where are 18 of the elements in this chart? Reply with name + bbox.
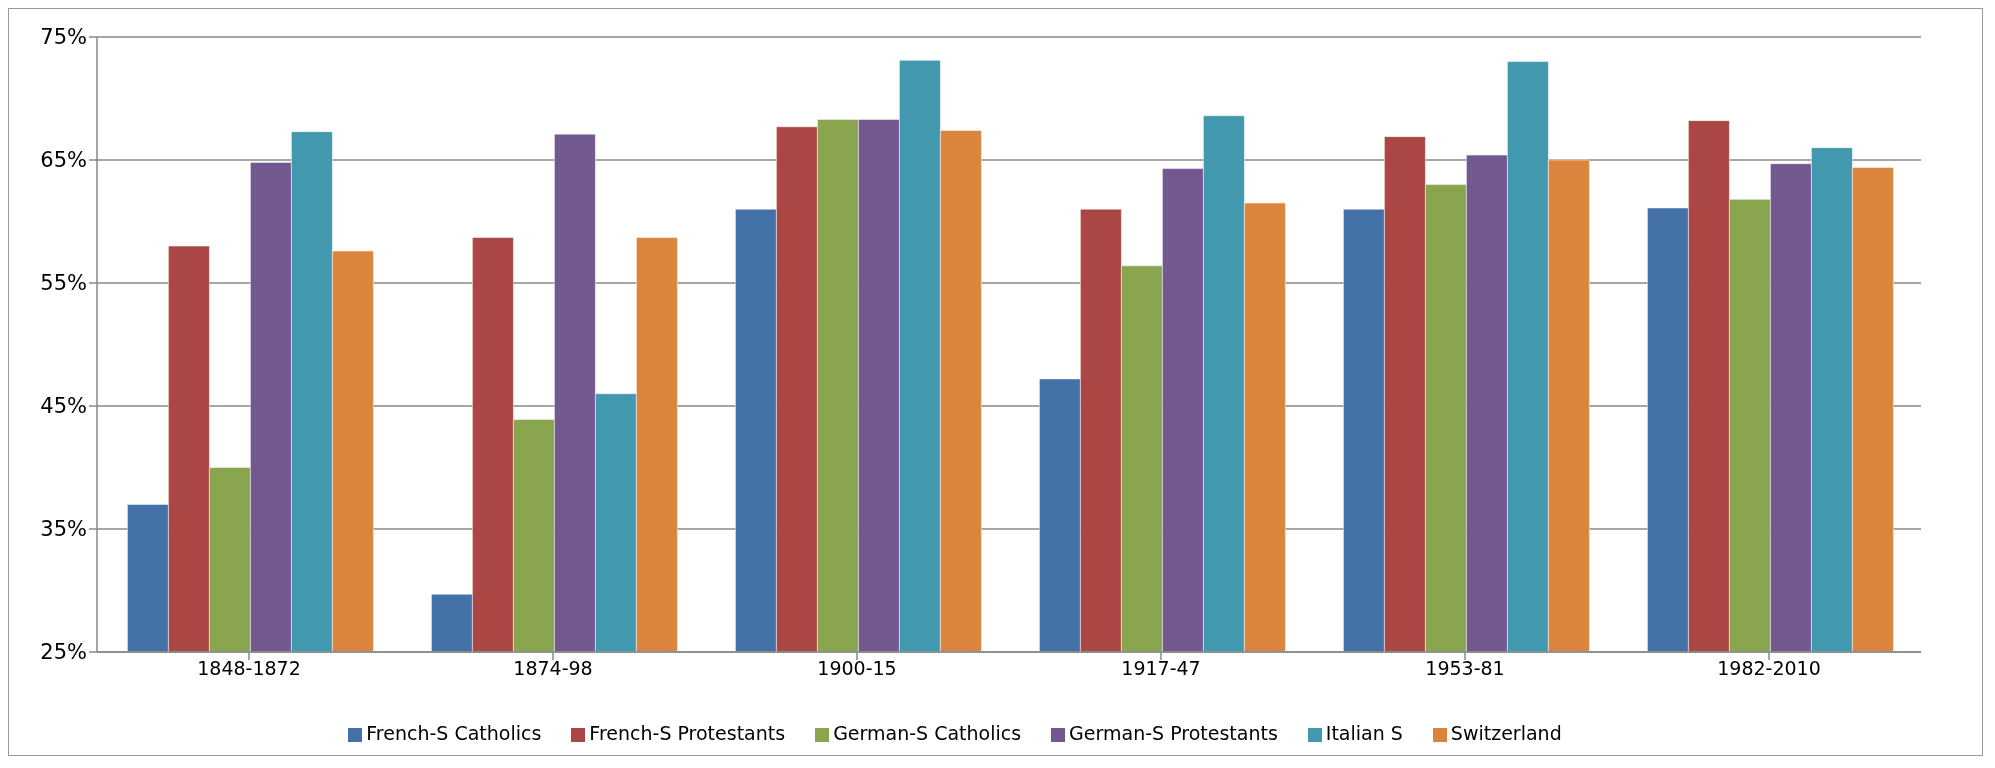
legend-label: German-S Catholics: [833, 722, 1022, 744]
legend-label: German-S Protestants: [1069, 722, 1278, 744]
y-tick-label: 75%: [40, 25, 87, 50]
legend-label: French-S Protestants: [589, 722, 786, 744]
x-tick-label: 1917-47: [1121, 657, 1201, 680]
x-tick-label: 1982-2010: [1717, 657, 1821, 680]
legend-label: Italian S: [1325, 722, 1403, 744]
y-tick-label: 25%: [40, 640, 87, 665]
legend-label: Switzerland: [1450, 722, 1562, 744]
x-tick-label: 1953-81: [1425, 657, 1505, 680]
y-tick-label: 45%: [40, 394, 87, 419]
y-tick-label: 35%: [40, 517, 87, 542]
y-tick-label: 65%: [40, 148, 87, 173]
legend-label: French-S Catholics: [366, 722, 542, 744]
x-tick-label: 1874-98: [513, 657, 593, 680]
x-tick-label: 1900-15: [817, 657, 897, 680]
x-tick-label: 1848-1872: [197, 657, 301, 680]
y-tick-label: 55%: [40, 271, 87, 296]
